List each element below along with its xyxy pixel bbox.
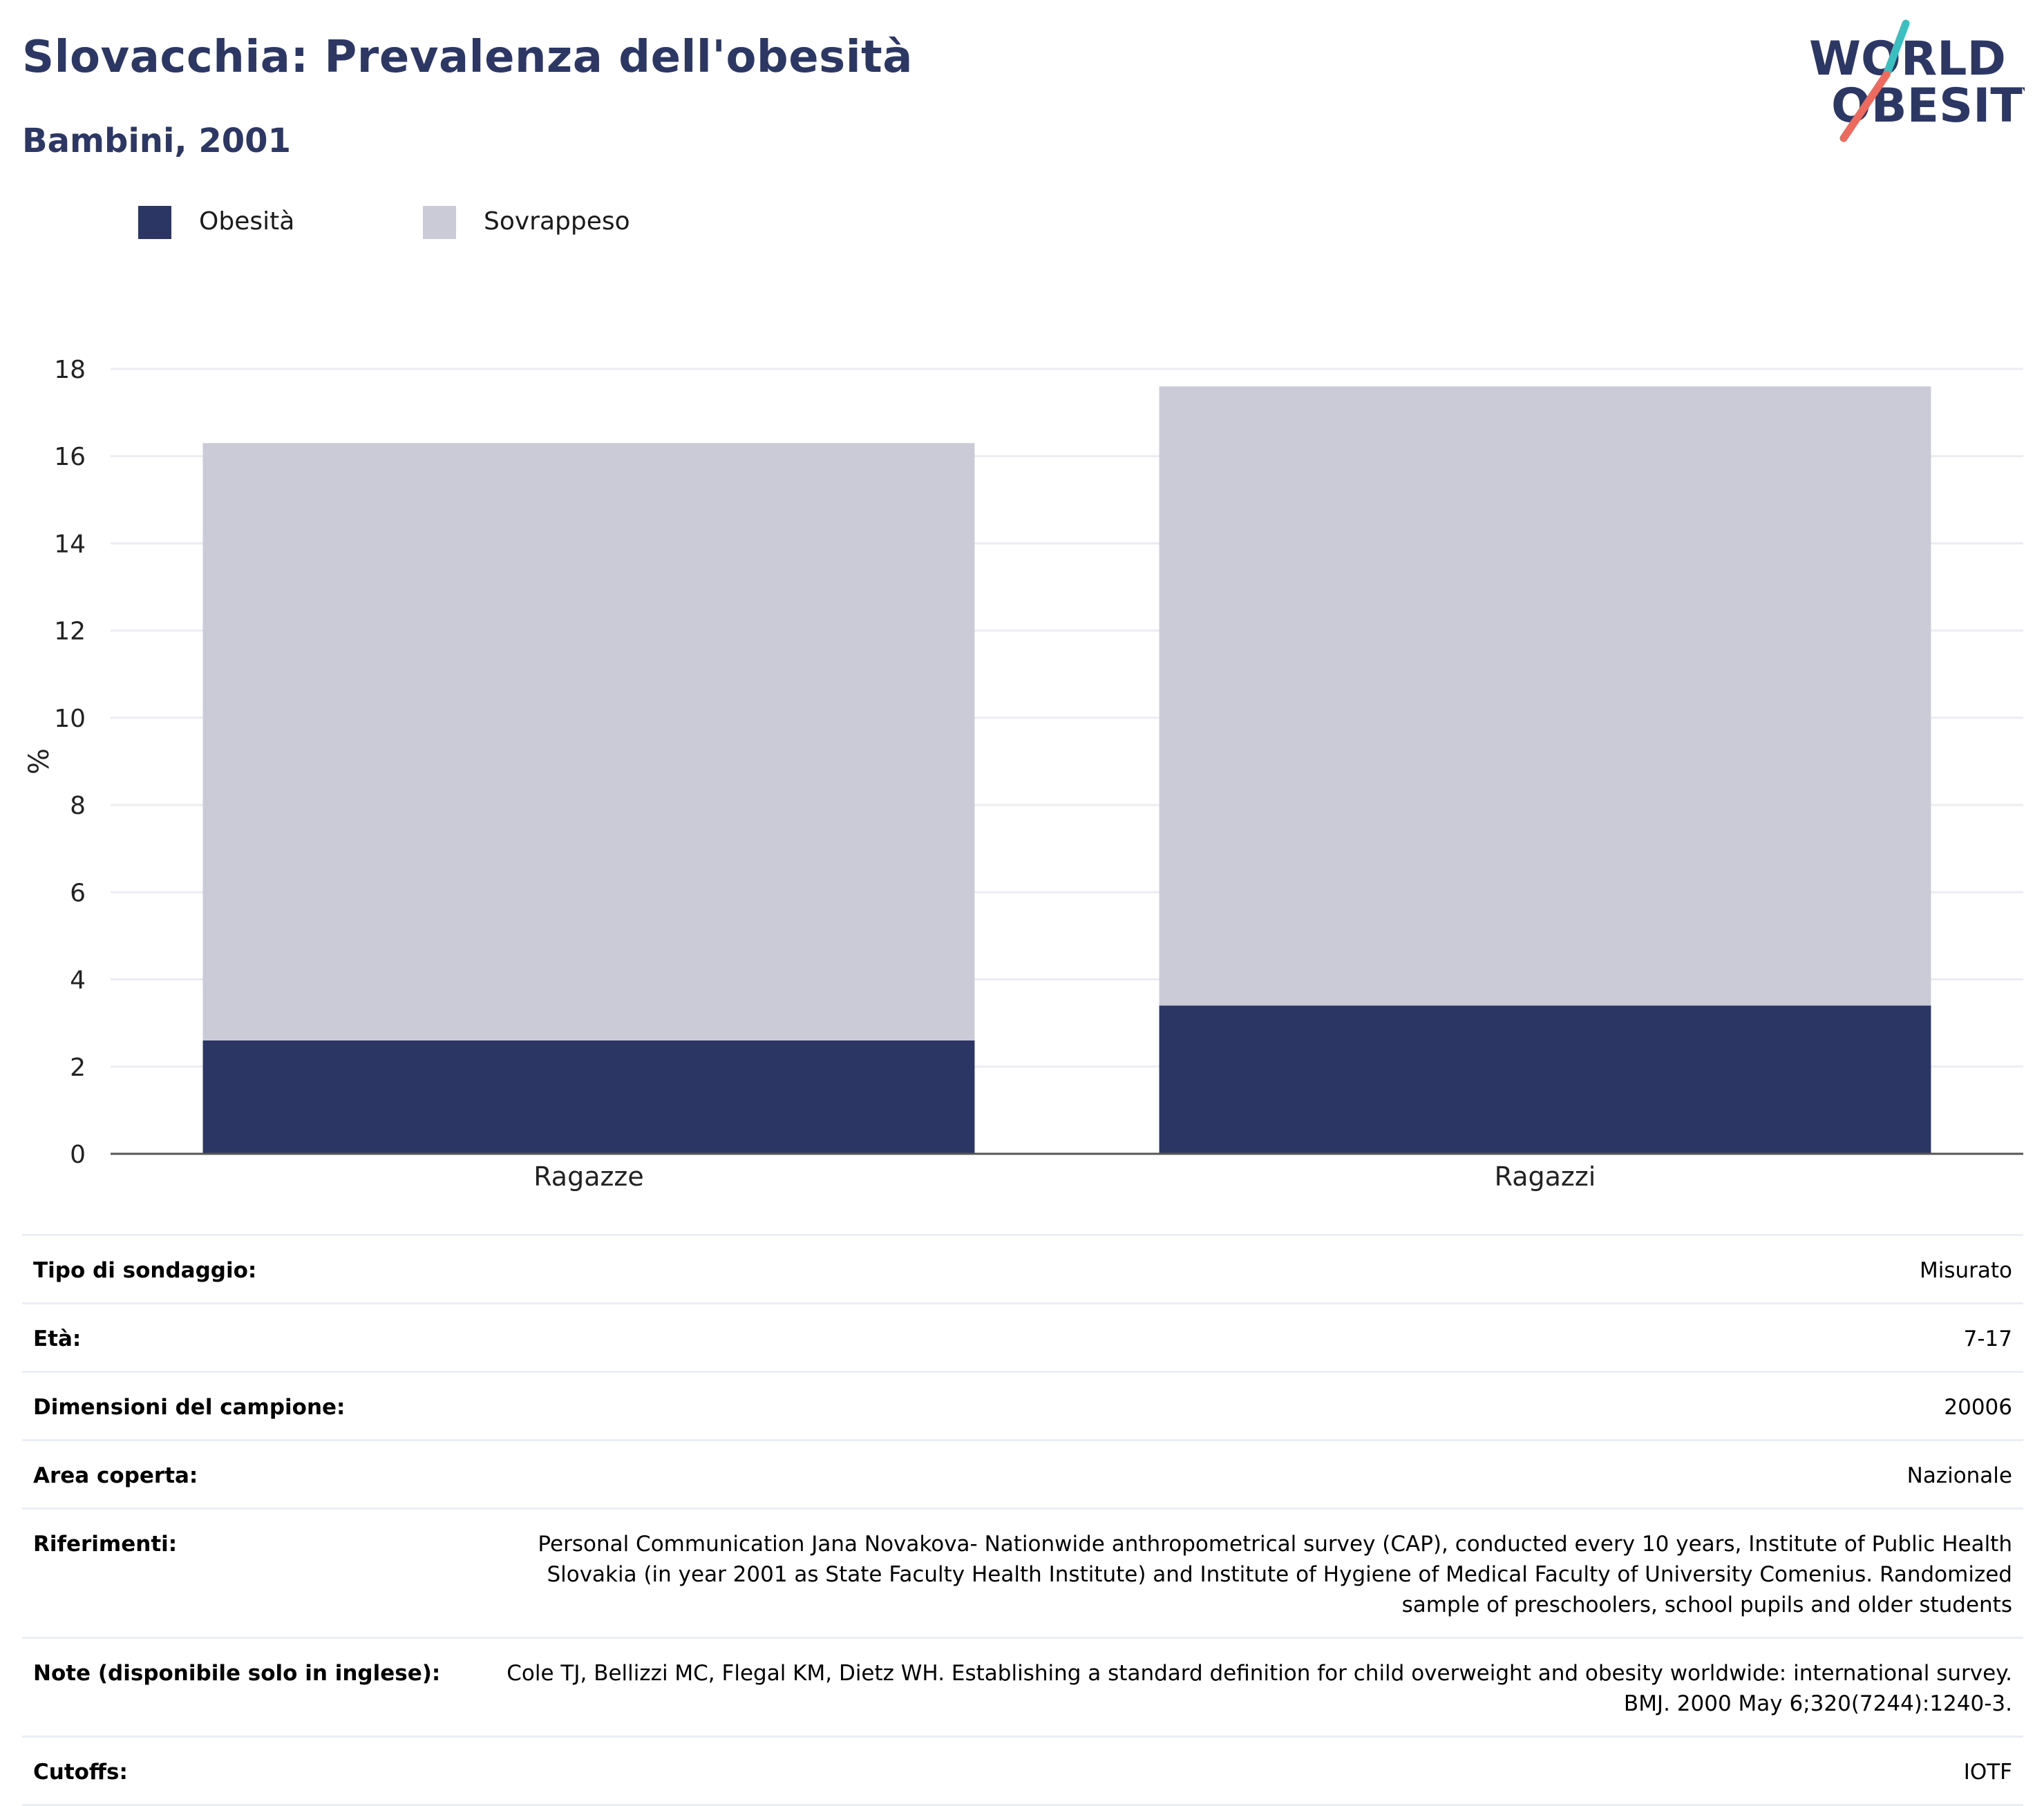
chart-title: Slovacchia: Prevalenza dell'obesità bbox=[22, 32, 913, 83]
info-value: 7-17 bbox=[1963, 1327, 2012, 1351]
info-value: Cole TJ, Bellizzi MC, Flegal KM, Dietz W… bbox=[507, 1661, 2012, 1716]
info-value: 20006 bbox=[1944, 1395, 2012, 1420]
info-label: Note (disponibile solo in inglese): bbox=[33, 1661, 441, 1686]
info-label: Cutoffs: bbox=[33, 1760, 128, 1785]
y-tick-label: 6 bbox=[70, 879, 86, 907]
bars bbox=[202, 386, 1931, 1154]
info-row: Cutoffs: IOTF bbox=[22, 1736, 2023, 1806]
y-tick-label: 14 bbox=[54, 530, 86, 558]
y-tick-label: 16 bbox=[54, 443, 86, 471]
x-tick-label: Ragazzi bbox=[1495, 1161, 1596, 1192]
legend-swatch-obesity bbox=[138, 206, 171, 239]
stacked-bar-chart: 0 2 4 6 8 10 12 14 16 18% Ragazze Ragazzi bbox=[23, 356, 2023, 1192]
legend-label-obesity: Obesità bbox=[199, 207, 295, 236]
y-tick-label: 10 bbox=[54, 705, 86, 733]
info-row: Riferimenti: Personal Communication Jana … bbox=[22, 1508, 2023, 1637]
logo-slash-coral bbox=[1839, 70, 1891, 142]
y-tick-label: 18 bbox=[54, 356, 86, 384]
info-label: Area coperta: bbox=[33, 1463, 198, 1488]
y-tick-label: 12 bbox=[54, 618, 86, 646]
y-tick-label: 4 bbox=[70, 967, 86, 995]
logo-word-obesity: OBESITY bbox=[1831, 79, 2025, 133]
info-row: Età: 7-17 bbox=[22, 1302, 2023, 1371]
info-value: Misurato bbox=[1919, 1258, 2012, 1283]
info-row: Note (disponibile solo in inglese): Cole … bbox=[22, 1637, 2023, 1736]
info-value: Personal Communication Jana Novakova- Na… bbox=[538, 1532, 2012, 1617]
y-axis-label: % bbox=[23, 748, 55, 774]
x-tick-label: Ragazze bbox=[533, 1161, 644, 1192]
logo-slash-teal bbox=[1882, 19, 1910, 79]
bar-overweight-ragazze[interactable] bbox=[202, 443, 975, 1040]
legend-label-overweight: Sovrappeso bbox=[484, 207, 630, 236]
chart-subtitle: Bambini, 2001 bbox=[22, 122, 291, 160]
y-tick-label: 8 bbox=[70, 792, 86, 820]
bar-obesity-ragazzi[interactable] bbox=[1159, 1005, 1931, 1154]
bar-obesity-ragazze[interactable] bbox=[202, 1040, 975, 1154]
axes: 0 2 4 6 8 10 12 14 16 18% Ragazze Ragazzi bbox=[23, 356, 2023, 1192]
info-label: Dimensioni del campione: bbox=[33, 1395, 346, 1420]
info-label: Tipo di sondaggio: bbox=[33, 1258, 257, 1283]
y-tick-label: 0 bbox=[70, 1141, 86, 1169]
info-row: Area coperta: Nazionale bbox=[22, 1439, 2023, 1508]
survey-info-table: Tipo di sondaggio: Misurato Età: 7-17 Dimens… bbox=[22, 1234, 2023, 1806]
world-obesity-logo: WORLD OBESITY bbox=[1809, 19, 2025, 142]
info-value: Nazionale bbox=[1906, 1463, 2012, 1488]
bar-overweight-ragazzi[interactable] bbox=[1159, 386, 1931, 1006]
info-row: Dimensioni del campione: 20006 bbox=[22, 1371, 2023, 1439]
info-label: Riferimenti: bbox=[33, 1532, 178, 1557]
logo-word-world: WORLD bbox=[1809, 32, 2006, 86]
info-row: Tipo di sondaggio: Misurato bbox=[22, 1234, 2023, 1302]
info-value: IOTF bbox=[1963, 1760, 2012, 1785]
y-tick-label: 2 bbox=[70, 1054, 86, 1082]
legend-swatch-overweight bbox=[423, 206, 456, 239]
info-label: Età: bbox=[33, 1327, 82, 1351]
